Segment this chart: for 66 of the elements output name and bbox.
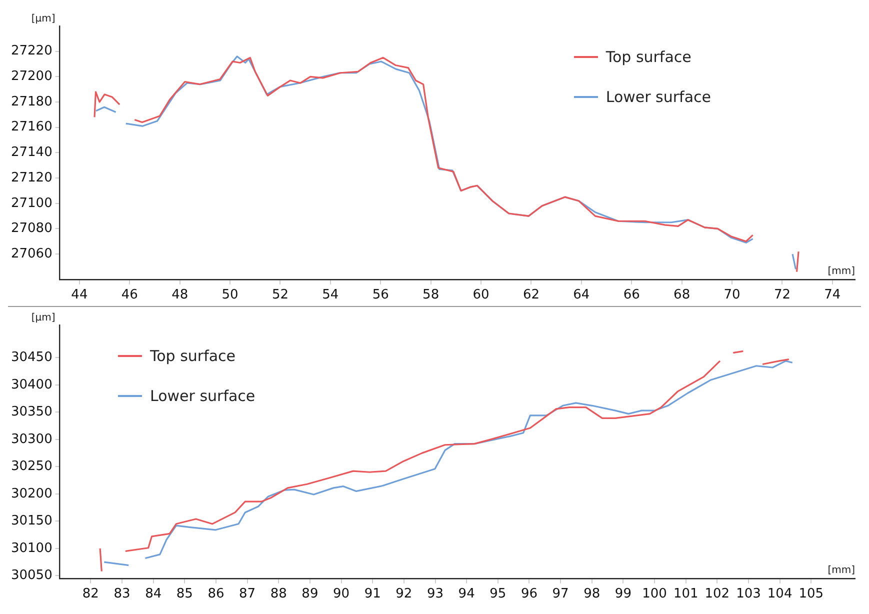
- legend-label: Lower surface: [606, 88, 711, 106]
- x-tick-label: 58: [422, 288, 440, 303]
- y-tick-label: 27060: [10, 246, 52, 262]
- x-tick-label: 99: [614, 586, 632, 602]
- x-tick-label: 104: [767, 586, 792, 602]
- y-tick-label: 27200: [10, 69, 52, 84]
- legend-label: Top surface: [150, 347, 236, 365]
- x-tick-label: 74: [824, 288, 841, 303]
- y-axis-title: [µm]: [31, 14, 56, 25]
- x-tick-label: 90: [333, 586, 350, 602]
- x-tick-label: 97: [552, 586, 569, 602]
- x-tick-label: 60: [472, 288, 490, 303]
- x-tick-label: 84: [145, 586, 162, 602]
- x-tick-label: 50: [222, 288, 238, 303]
- x-tick-label: 54: [322, 288, 339, 303]
- x-tick-label: 87: [239, 586, 256, 602]
- x-tick-label: 52: [272, 288, 288, 303]
- y-tick-label: 30200: [10, 486, 52, 502]
- y-tick-label: 30300: [10, 432, 52, 447]
- x-tick-label: 86: [208, 586, 224, 602]
- y-tick-label: 30150: [10, 514, 52, 529]
- y-tick-label: 27180: [10, 94, 52, 110]
- x-tick-label: 102: [704, 586, 730, 602]
- x-tick-label: 100: [642, 586, 667, 602]
- x-tick-label: 88: [270, 586, 287, 602]
- x-tick-label: 48: [172, 288, 188, 303]
- x-tick-label: 94: [458, 586, 475, 602]
- x-axis-title: [mm]: [828, 266, 856, 277]
- y-tick-label: 30050: [10, 568, 52, 584]
- legend-label: Top surface: [606, 48, 692, 66]
- x-tick-label: 89: [302, 586, 318, 602]
- y-tick-label: 27140: [10, 145, 52, 160]
- x-tick-label: 62: [522, 288, 540, 303]
- x-tick-label: 66: [623, 288, 640, 303]
- x-tick-label: 105: [798, 586, 824, 602]
- x-tick-label: 103: [736, 586, 761, 602]
- y-tick-label: 30100: [10, 540, 52, 556]
- x-tick-label: 82: [82, 586, 99, 602]
- x-axis-title: [mm]: [828, 564, 856, 576]
- y-tick-label: 27100: [10, 196, 52, 211]
- y-tick-label: 27160: [10, 120, 52, 135]
- x-tick-label: 95: [490, 586, 506, 602]
- legend-label: Lower surface: [150, 387, 256, 405]
- y-tick-label: 30350: [10, 404, 52, 420]
- x-tick-label: 92: [396, 586, 412, 602]
- x-tick-label: 91: [364, 586, 381, 602]
- x-tick-label: 46: [121, 288, 138, 303]
- x-tick-label: 96: [520, 586, 538, 602]
- y-tick-label: 27080: [10, 221, 52, 236]
- y-tick-label: 30450: [10, 350, 52, 366]
- x-tick-label: 44: [71, 288, 88, 303]
- x-tick-label: 56: [372, 288, 389, 303]
- x-tick-label: 70: [724, 288, 740, 303]
- x-tick-label: 64: [573, 288, 590, 303]
- y-tick-label: 30400: [10, 377, 52, 392]
- y-axis-title: [µm]: [31, 312, 56, 324]
- x-tick-label: 68: [674, 288, 690, 303]
- x-tick-label: 72: [774, 288, 790, 303]
- y-tick-label: 30250: [10, 459, 52, 474]
- x-tick-label: 85: [176, 586, 193, 602]
- x-tick-label: 93: [426, 586, 444, 602]
- x-tick-label: 101: [673, 586, 698, 602]
- x-tick-label: 98: [584, 586, 600, 602]
- y-tick-label: 27120: [10, 170, 52, 186]
- y-tick-label: 27220: [10, 44, 52, 59]
- x-tick-label: 83: [114, 586, 130, 602]
